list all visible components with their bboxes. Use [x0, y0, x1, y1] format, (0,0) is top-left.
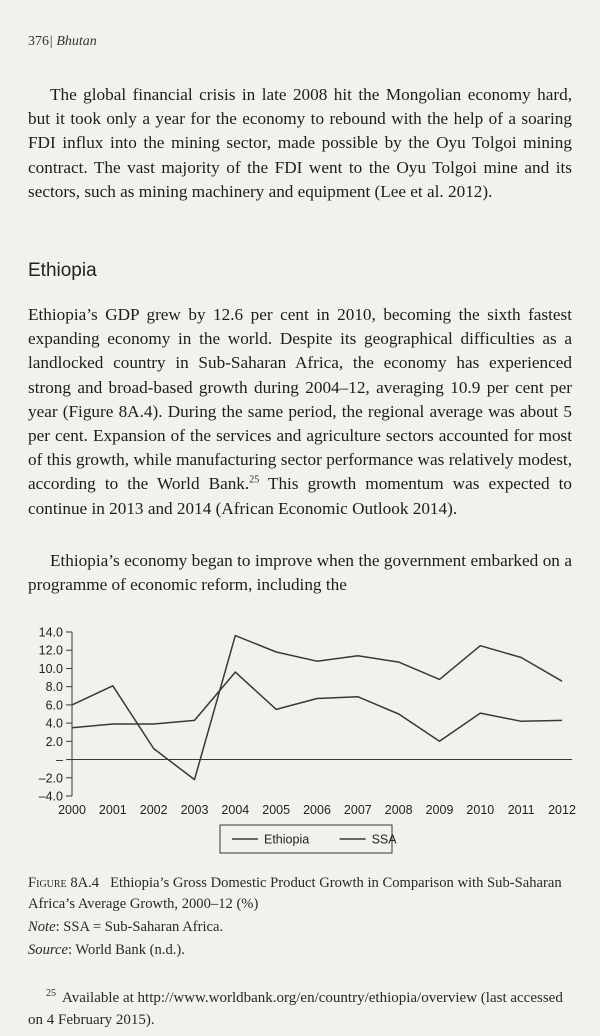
- paragraph-text: Ethiopia’s GDP grew by 12.6 per cent in …: [28, 305, 572, 494]
- x-tick-label: 2007: [344, 803, 372, 817]
- x-tick-label: 2009: [426, 803, 454, 817]
- footnote-reference[interactable]: 25: [249, 474, 260, 486]
- footnote-text[interactable]: Available at http://www.worldbank.org/en…: [28, 990, 563, 1028]
- y-tick-label: 10.0: [39, 662, 63, 676]
- section-heading-ethiopia: Ethiopia: [28, 260, 97, 281]
- paragraph-text: This growth momentum was expected to con…: [28, 474, 572, 518]
- figure-label: Figure 8A.4: [28, 875, 100, 891]
- legend-label: SSA: [372, 833, 398, 847]
- running-header: 376| Bhutan: [28, 34, 97, 50]
- figure-source: Source: World Bank (n.d.).: [28, 942, 185, 959]
- figure-caption-text: Ethiopia’s Gross Domestic Product Growth…: [28, 875, 562, 912]
- y-tick-label: –: [56, 753, 63, 767]
- x-tick-label: 2010: [466, 803, 494, 817]
- gdp-growth-chart: 14.0 12.0 10.0 8.0 6.0 4.0 2.0 – –2.0 –4.0 2000 200…: [28, 620, 578, 860]
- y-tick-label: 8.0: [46, 680, 63, 694]
- header-separator: |: [49, 34, 53, 49]
- x-tick-label: 2011: [508, 803, 535, 817]
- x-tick-label: 2006: [303, 803, 331, 817]
- y-tick-label: –4.0: [39, 790, 63, 804]
- page-number: 376: [28, 34, 49, 49]
- legend-label: Ethiopia: [264, 833, 309, 847]
- source-text: : World Bank (n.d.).: [67, 942, 185, 958]
- x-tick-label: 2004: [221, 803, 249, 817]
- footnote: 25 Available at http://www.worldbank.org/…: [28, 983, 576, 1031]
- y-tick-label: 6.0: [46, 698, 63, 712]
- paragraph-ethiopia-reform: Ethiopia’s economy began to improve when…: [28, 551, 572, 595]
- legend-box: [219, 824, 393, 854]
- series-line-ethiopia: [71, 634, 563, 781]
- source-label: Source: [28, 942, 68, 958]
- paragraph-mongolia: The global financial crisis in late 2008…: [28, 85, 572, 201]
- y-tick-label: –2.0: [39, 771, 63, 785]
- x-tick-label: 2005: [262, 803, 290, 817]
- y-tick-label: 14.0: [39, 626, 63, 640]
- note-label: Note: [28, 919, 56, 935]
- footnote-number: 25: [46, 988, 56, 999]
- series-line-ssa: [71, 671, 563, 743]
- figure-caption: Figure 8A.4 Ethiopia’s Gross Domestic Pr…: [28, 873, 573, 915]
- running-title: Bhutan: [56, 34, 97, 49]
- figure-note: Note: SSA = Sub-Saharan Africa.: [28, 919, 223, 936]
- paragraph-ethiopia-gdp: Ethiopia’s GDP grew by 12.6 per cent in …: [28, 303, 572, 521]
- x-tick-label: 2000: [58, 803, 86, 817]
- y-tick-label: 2.0: [46, 735, 63, 749]
- x-tick-label: 2003: [181, 803, 209, 817]
- y-tick-label: 12.0: [39, 644, 63, 658]
- x-tick-label: 2008: [385, 803, 413, 817]
- x-tick-label: 2012: [548, 803, 576, 817]
- x-tick-label: 2001: [99, 803, 127, 817]
- note-text: : SSA = Sub-Saharan Africa.: [55, 919, 224, 935]
- y-tick-label: 4.0: [46, 717, 63, 731]
- x-tick-label: 2002: [140, 803, 168, 817]
